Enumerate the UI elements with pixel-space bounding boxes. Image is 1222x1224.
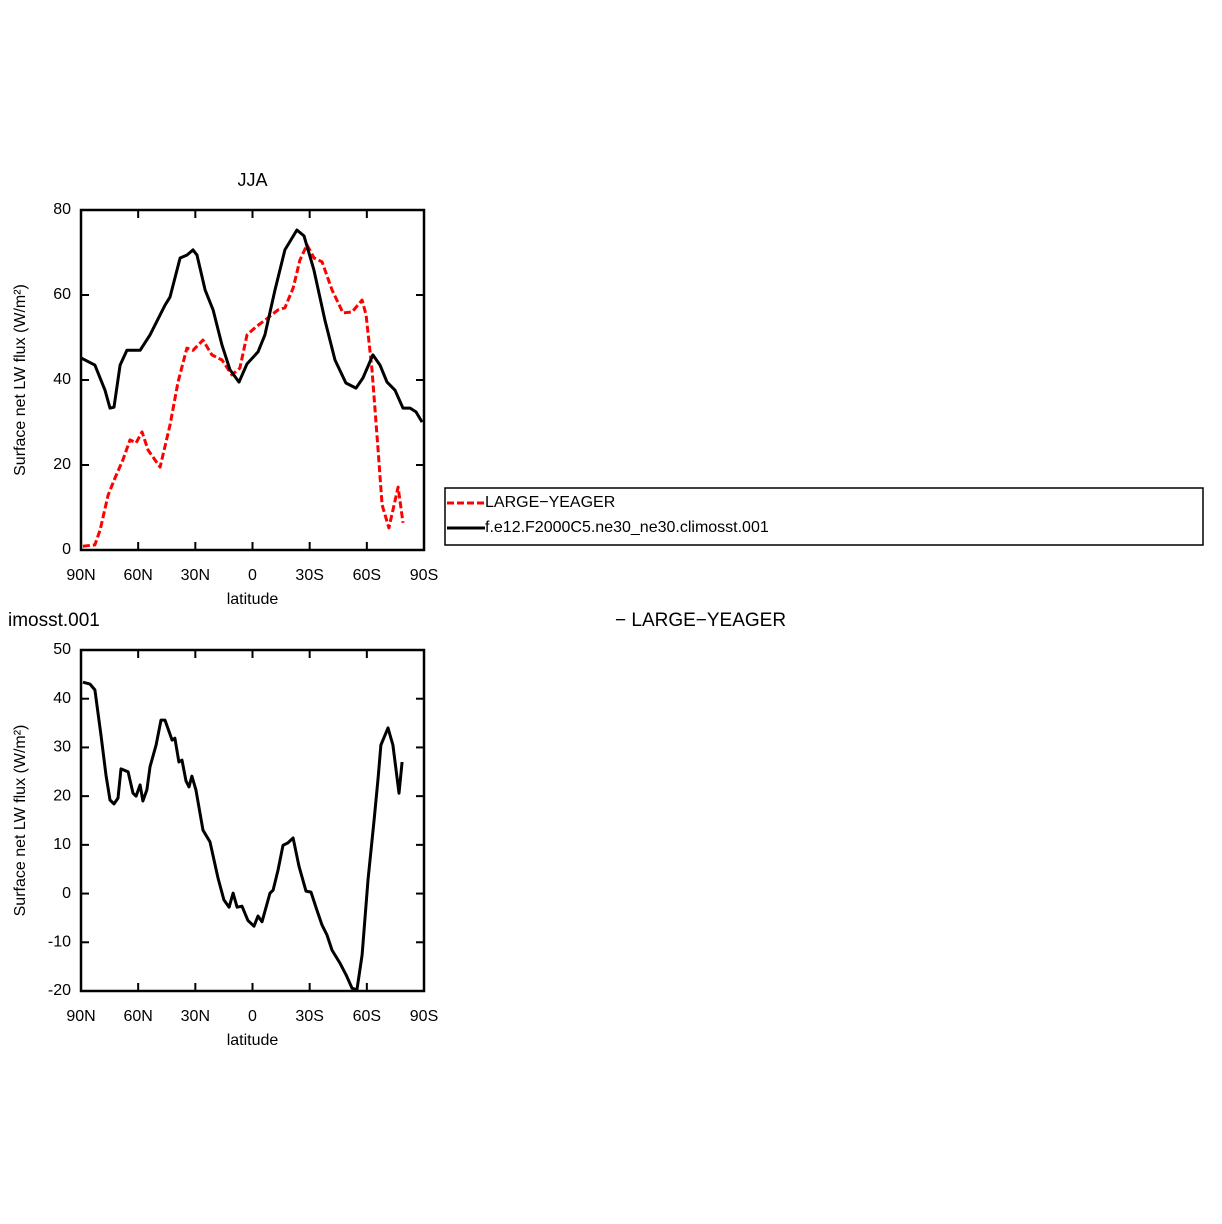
- legend-label: LARGE−YEAGER: [485, 494, 615, 511]
- x-tick-label: 60S: [353, 1008, 381, 1025]
- y-tick-label: -20: [48, 982, 71, 999]
- x-tick-label: 0: [248, 567, 257, 584]
- y-axis-label: Surface net LW flux (W/m²): [12, 284, 29, 476]
- chart-title: JJA: [237, 170, 267, 190]
- legend-label: f.e12.F2000C5.ne30_ne30.climosst.001: [485, 519, 769, 536]
- x-tick-label: 90S: [410, 1008, 438, 1025]
- x-tick-label: 60S: [353, 567, 381, 584]
- legend-box: [444, 487, 1204, 546]
- y-tick-label: 0: [62, 541, 71, 558]
- x-tick-label: 30S: [295, 567, 323, 584]
- x-tick-label: 30S: [295, 1008, 323, 1025]
- y-tick-label: 50: [53, 641, 71, 658]
- x-tick-label: 60N: [123, 567, 152, 584]
- x-tick-label: 90N: [66, 1008, 95, 1025]
- y-tick-label: 80: [53, 201, 71, 218]
- x-axis-label: latitude: [227, 1032, 279, 1049]
- y-axis-label: Surface net LW flux (W/m²): [12, 725, 29, 917]
- y-tick-label: 40: [53, 690, 71, 707]
- x-axis-label: latitude: [227, 591, 279, 608]
- x-tick-label: 0: [248, 1008, 257, 1025]
- series-line: [82, 243, 405, 548]
- y-tick-label: 20: [53, 787, 71, 804]
- y-tick-label: 40: [53, 371, 71, 388]
- x-tick-label: 90N: [66, 567, 95, 584]
- x-tick-label: 60N: [123, 1008, 152, 1025]
- y-tick-label: 0: [62, 885, 71, 902]
- y-tick-label: 30: [53, 739, 71, 756]
- chart-title-right: − LARGE−YEAGER: [615, 610, 786, 631]
- y-tick-label: 10: [53, 836, 71, 853]
- y-tick-label: 20: [53, 456, 71, 473]
- chart-title-left: imosst.001: [8, 610, 100, 631]
- x-tick-label: 90S: [410, 567, 438, 584]
- y-tick-label: 60: [53, 286, 71, 303]
- series-line: [80, 228, 424, 423]
- y-tick-label: -10: [48, 934, 71, 951]
- series-line: [82, 680, 404, 992]
- x-tick-label: 30N: [181, 567, 210, 584]
- x-tick-label: 30N: [181, 1008, 210, 1025]
